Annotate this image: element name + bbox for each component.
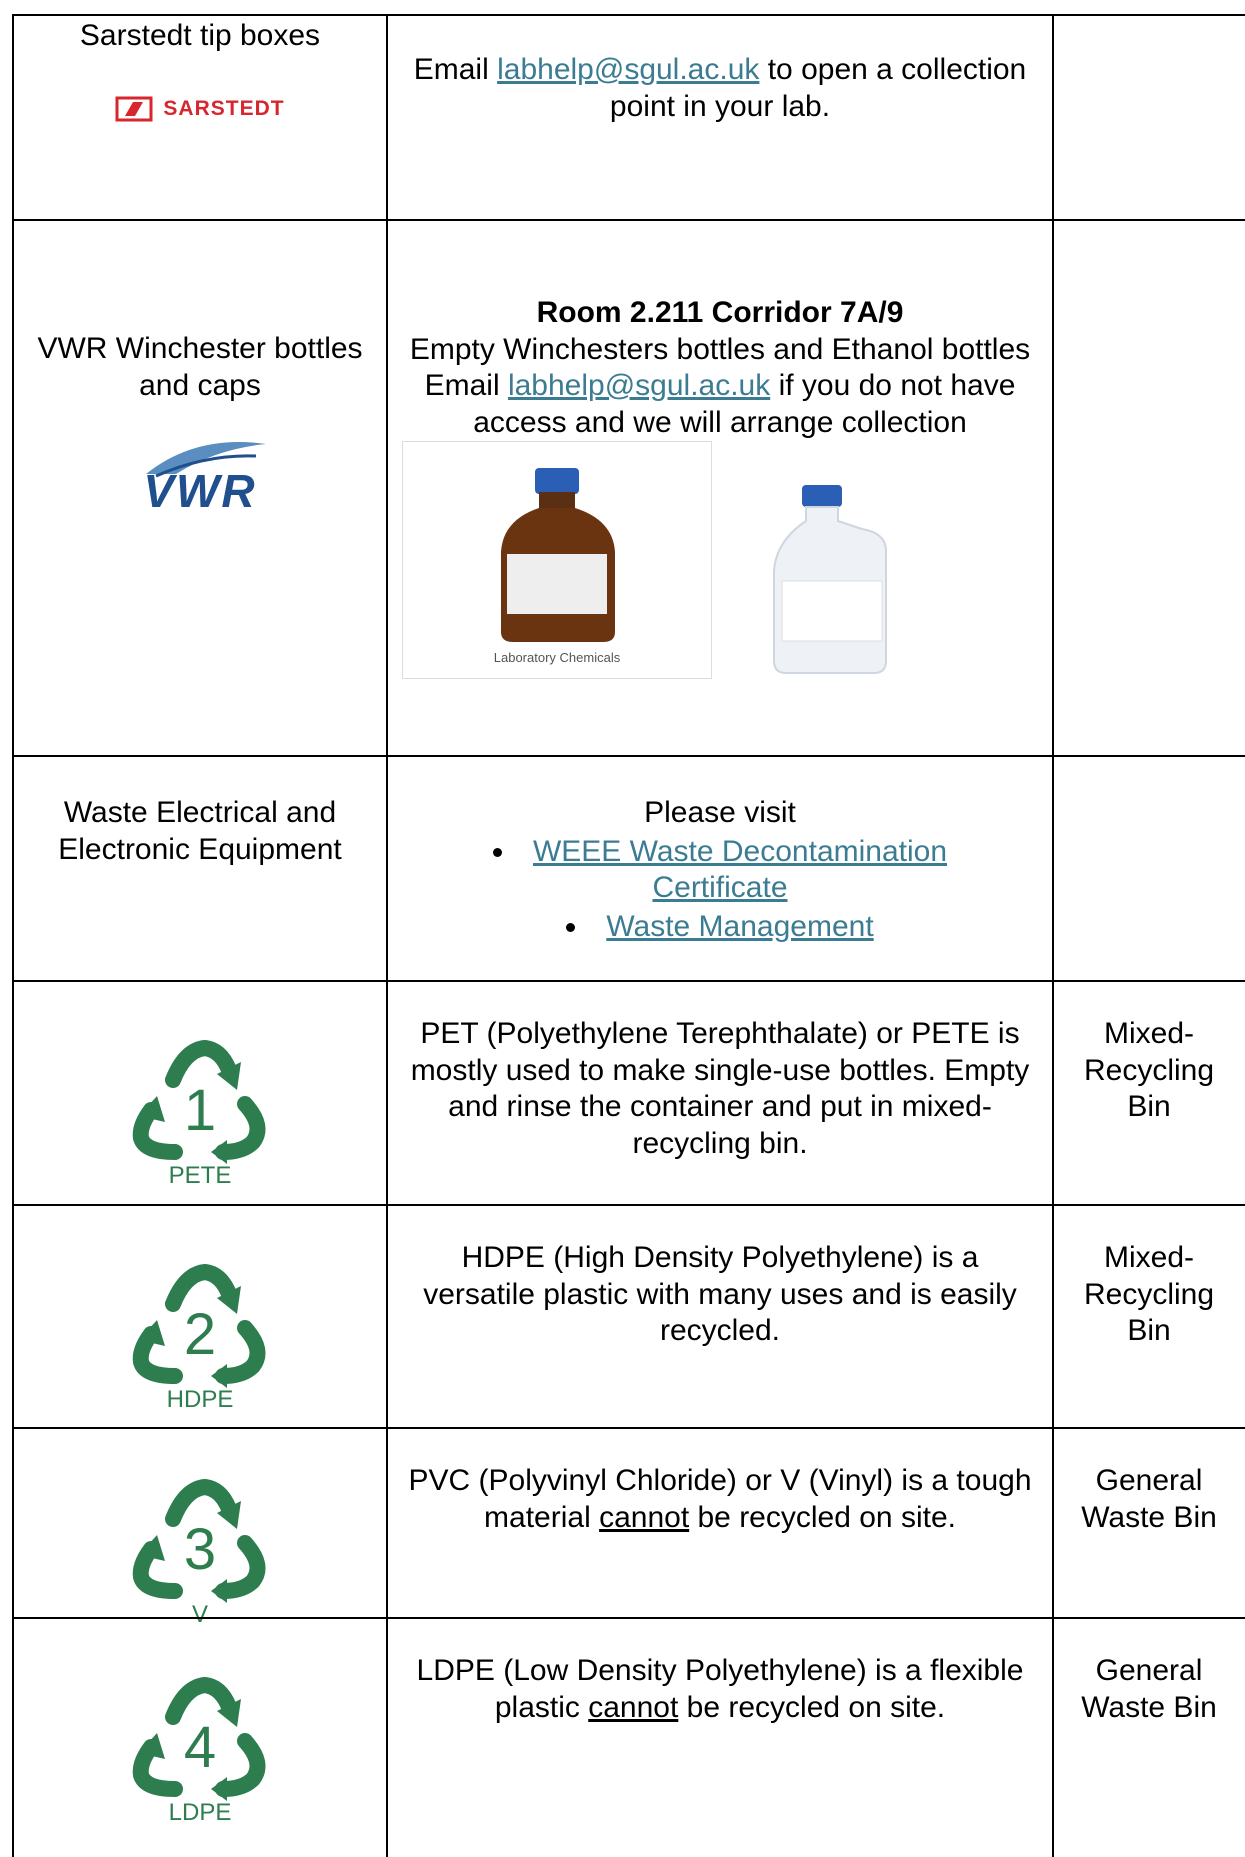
cell [1052,14,1245,219]
cell: General Waste Bin [1052,1427,1245,1617]
cell: VWR Winchester bottles and caps VWR [12,219,386,755]
link[interactable]: WEEE Waste Decontamination Certificate [533,835,947,905]
arrowhead [211,1777,227,1801]
item: Sarstedt tip boxes [14,18,386,55]
text: HDPE (High Density Polyethylene) is a ve… [423,1241,1017,1347]
cell: PVC (Polyvinyl Chloride) or V (Vinyl) is… [386,1427,1052,1617]
text: Empty Winchesters bottles and Ethanol bo… [402,332,1038,369]
heading: Room 2.211 Corridor 7A/9 [402,295,1038,332]
cell: General Waste Bin [1052,1617,1245,1857]
cell: Sarstedt tip boxes SARSTEDT [12,14,386,219]
cell: Room 2.211 Corridor 7A/9 Empty Wincheste… [386,219,1052,755]
cell: Please visit WEEE Waste Decontamination … [386,755,1052,980]
arrow [223,1328,258,1376]
cell: 1 PETE [12,980,386,1204]
arrow [223,1741,258,1789]
link-list: WEEE Waste Decontamination Certificate W… [402,834,1038,946]
text: PET (Polyethylene Terephthalate) or PETE… [411,1017,1030,1160]
symbol-code: PETE [169,1162,232,1188]
bin: Mixed-Recycling Bin [1066,1240,1232,1350]
arrowhead [211,1364,227,1388]
cell: Waste Electrical and Electronic Equipmen… [12,755,386,980]
recycling-symbol: 3V [115,1457,285,1627]
cell: 4 LDPE [12,1617,386,1857]
symbol-number: 4 [184,1715,216,1780]
link[interactable]: Waste Management [606,910,873,943]
item: VWR Winchester bottles and caps [14,331,386,404]
symbol-number: 1 [184,1078,216,1143]
logo-icon [115,96,153,122]
text: Email [425,369,508,402]
cell: LDPE (Low Density Polyethylene) is a fle… [386,1617,1052,1857]
page: Sarstedt tip boxes SARSTEDT Email labhel… [0,0,1245,1847]
logo: SARSTEDT [14,91,386,128]
emphasis: cannot [599,1501,689,1534]
cell: PET (Polyethylene Terephthalate) or PETE… [386,980,1052,1204]
bottle-image: Laboratory Chemicals [402,441,712,679]
text: Please visit [402,795,1038,832]
text: be recycled on site. [678,1691,945,1724]
cell: Mixed-Recycling Bin [1052,1204,1245,1427]
white-jug [762,481,902,681]
symbol-code: LDPE [169,1799,232,1825]
images: Laboratory Chemicals [402,441,1038,681]
cell: Email labhelp@sgul.ac.uk to open a colle… [386,14,1052,219]
list-item: WEEE Waste Decontamination Certificate [472,834,968,907]
recycling-symbol: 4 LDPE [115,1655,285,1825]
text: be recycled on site. [689,1501,956,1534]
logo-text: VWR [14,468,386,514]
list-item: Waste Management [472,909,968,946]
recycling-symbol: 2 HDPE [115,1242,285,1412]
bin: General Waste Bin [1066,1463,1232,1536]
cell: Mixed-Recycling Bin [1052,980,1245,1204]
bin: Mixed-Recycling Bin [1066,1016,1232,1126]
cell: 2 HDPE [12,1204,386,1427]
arrowhead [211,1579,227,1603]
caption: Laboratory Chemicals [403,650,711,666]
brown-bottle [403,442,713,652]
logo-text: SARSTEDT [163,91,284,128]
text: Email [414,53,497,86]
arrowhead [211,1140,227,1164]
recycling-symbol: 1 PETE [115,1018,285,1188]
email-link[interactable]: labhelp@sgul.ac.uk [508,369,770,402]
symbol-code: HDPE [167,1386,234,1412]
arrow [223,1543,258,1591]
cell [1052,755,1245,980]
cell [1052,219,1245,755]
arrow [223,1104,258,1152]
logo: VWR [14,434,386,514]
email-link[interactable]: labhelp@sgul.ac.uk [497,53,759,86]
emphasis: cannot [588,1691,678,1724]
symbol-number: 3 [184,1517,216,1582]
item: Waste Electrical and Electronic Equipmen… [14,795,386,868]
symbol-number: 2 [184,1302,216,1367]
bin: General Waste Bin [1066,1653,1232,1726]
cell: HDPE (High Density Polyethylene) is a ve… [386,1204,1052,1427]
